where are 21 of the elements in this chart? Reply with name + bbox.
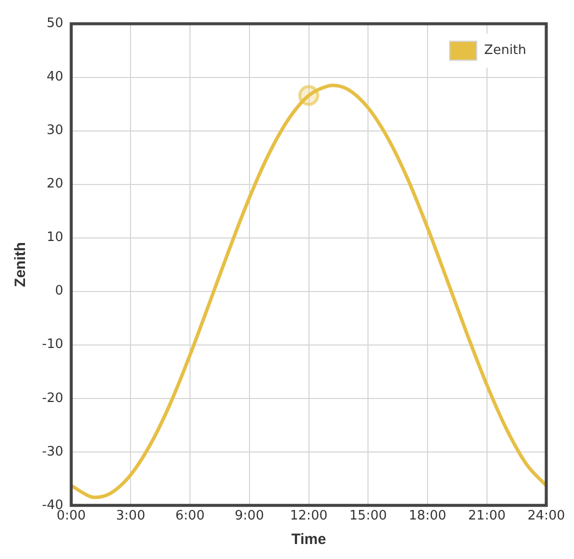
x-tick-label: 18:00 (408, 508, 446, 524)
x-axis-title: Time (291, 531, 326, 548)
y-tick-label: 20 (46, 176, 64, 192)
y-tick-label: 30 (46, 123, 64, 138)
x-tick-label: 15:00 (349, 508, 387, 524)
y-tick-label: 10 (46, 230, 64, 246)
x-tick-label: 6:00 (175, 508, 205, 524)
line-series (71, 84, 546, 500)
x-tick-label: 3:00 (116, 508, 146, 524)
x-tick-label: 12:00 (290, 508, 328, 524)
x-tick-label: 24:00 (528, 508, 565, 524)
legend-label: Zenith (484, 43, 526, 58)
y-tick-label: -30 (42, 444, 64, 460)
y-tick-label: -10 (42, 337, 64, 352)
y-tick-label: 50 (46, 16, 64, 32)
y-tick-label: 40 (46, 70, 64, 85)
y-tick-label: -20 (42, 390, 64, 406)
x-tick-label: 9:00 (234, 508, 264, 524)
x-tick-label: 21:00 (468, 508, 506, 524)
y-axis-title: Zenith (12, 242, 30, 288)
y-tick-label: 0 (54, 284, 64, 299)
